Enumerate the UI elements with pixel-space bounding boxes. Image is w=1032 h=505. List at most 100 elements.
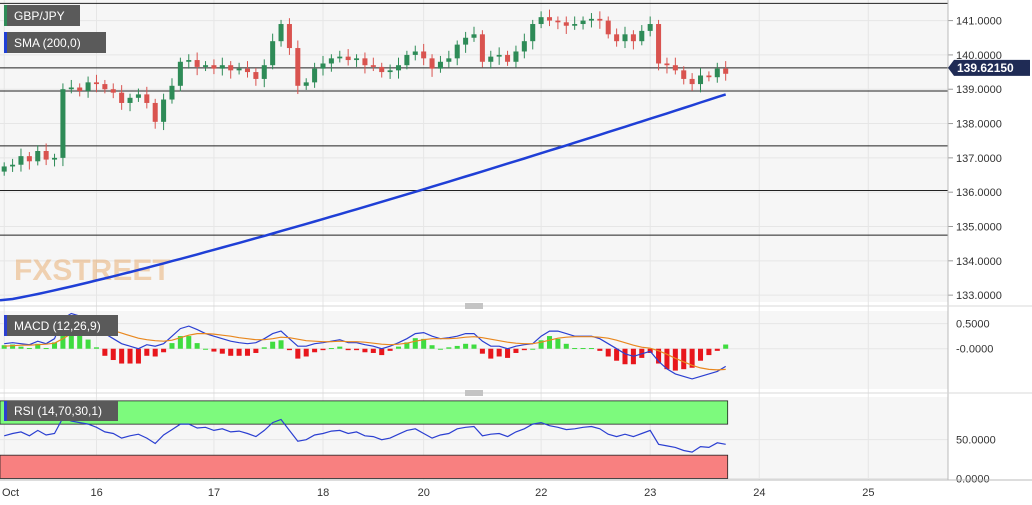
macd-series-line-0 <box>4 312 727 380</box>
macd-histogram-bar-42 <box>354 348 360 351</box>
macd-histogram-bar-11 <box>93 347 99 349</box>
macd-histogram-bar-51 <box>429 345 435 349</box>
macd-histogram-bar-70 <box>588 348 594 350</box>
candle-body-44 <box>370 65 376 67</box>
resize-handle-macd[interactable] <box>465 303 483 309</box>
macd-histogram-bar-73 <box>614 348 620 361</box>
x-tick-label-1: 16 <box>90 487 102 499</box>
candle-body-66 <box>555 20 561 23</box>
candle-body-30 <box>253 72 259 79</box>
macd-histogram-bar-5 <box>43 348 49 350</box>
macd-panel-bg <box>0 311 948 389</box>
candle-body-18 <box>152 102 158 122</box>
levels-layer <box>0 2 948 236</box>
rsi-overbought-zone <box>0 400 729 425</box>
macd-histogram-bar-1 <box>10 344 16 349</box>
price-panel-bg <box>0 0 948 302</box>
macd-histogram-bar-26 <box>219 348 225 354</box>
candle-body-72 <box>605 20 611 35</box>
rsi-label-marker <box>4 401 7 421</box>
rsi-layer <box>4 417 726 453</box>
candle-body-58 <box>488 56 494 62</box>
candle-body-85 <box>714 68 720 78</box>
candle-body-68 <box>572 24 578 26</box>
symbol-label: GBP/JPY <box>14 9 65 23</box>
candle-body-22 <box>186 60 192 62</box>
price-ytick-label-8: 133.0000 <box>956 290 1002 302</box>
candle-body-2 <box>18 156 24 165</box>
candle-body-49 <box>412 51 418 55</box>
candle-body-61 <box>513 51 519 62</box>
sma-layer <box>0 93 727 302</box>
candle-body-9 <box>77 87 83 91</box>
rsi-label-bg <box>4 401 118 421</box>
macd-histogram-bar-36 <box>303 348 309 357</box>
candle-body-40 <box>337 56 343 59</box>
macd-histogram-bar-63 <box>530 348 536 350</box>
macd-histogram-bar-30 <box>253 348 259 353</box>
resize-handle-rsi[interactable] <box>465 390 483 396</box>
symbol-label-bg <box>4 5 80 26</box>
macd-histogram-bar-84 <box>706 348 712 356</box>
rsi-ytick-label-1: 0.0000 <box>956 473 990 485</box>
candle-body-47 <box>395 65 402 71</box>
macd-histogram-bar-54 <box>454 345 460 349</box>
candle-body-24 <box>203 65 209 67</box>
candle-body-29 <box>244 68 251 73</box>
candle-body-86 <box>723 68 729 74</box>
candle-body-13 <box>110 89 116 93</box>
macd-histogram-bar-46 <box>387 348 393 351</box>
candle-body-50 <box>421 51 427 59</box>
rsi-oversold-zone <box>0 454 729 479</box>
x-tick-label-4: 20 <box>418 487 430 499</box>
x-tick-label-5: 22 <box>535 487 547 499</box>
macd-histogram-bar-55 <box>463 343 469 349</box>
macd-histogram-bar-62 <box>521 348 527 351</box>
macd-histogram-bar-38 <box>320 348 326 351</box>
macd-histogram-bar-81 <box>681 348 687 370</box>
macd-histogram-bar-13 <box>110 348 116 361</box>
candle-body-52 <box>437 61 443 69</box>
macd-histogram-bar-10 <box>85 339 91 349</box>
macd-histogram-bar-9 <box>77 329 83 349</box>
macd-histogram-bar-39 <box>328 348 334 350</box>
macd-histogram-bar-28 <box>236 348 242 356</box>
macd-label: MACD (12,26,9) <box>14 319 101 333</box>
macd-histogram-bar-60 <box>505 348 511 358</box>
grid-layer <box>0 0 948 480</box>
x-tick-label-6: 23 <box>644 487 656 499</box>
price-ytick-label-7: 134.0000 <box>956 256 1002 268</box>
sma-label-bg <box>4 32 106 53</box>
candle-body-56 <box>471 34 477 38</box>
x-axis-layer: Oct 16 17 18 20 22 23 24 25 <box>0 479 1032 499</box>
candle-body-35 <box>295 48 301 86</box>
candle-body-37 <box>312 68 318 83</box>
candle-body-32 <box>270 41 276 66</box>
sma-label-marker <box>4 32 7 53</box>
candle-body-14 <box>119 92 125 103</box>
macd-histogram-bar-72 <box>605 348 611 357</box>
candle-body-78 <box>656 24 662 64</box>
macd-histogram-bar-52 <box>437 348 443 350</box>
candle-body-70 <box>588 18 594 21</box>
macd-histogram-bar-45 <box>379 348 385 356</box>
candle-body-83 <box>697 75 704 85</box>
macd-histogram-bar-66 <box>555 338 561 349</box>
candle-body-38 <box>320 63 326 69</box>
macd-histogram-bar-58 <box>488 348 494 359</box>
macd-histogram-bar-68 <box>572 348 578 350</box>
candle-body-77 <box>647 24 653 31</box>
candle-body-7 <box>60 89 66 158</box>
macd-label-marker <box>4 315 7 336</box>
candle-body-84 <box>706 75 712 78</box>
candle-body-71 <box>597 18 603 21</box>
candle-body-76 <box>639 30 645 42</box>
symbol-label-marker <box>4 5 7 26</box>
price-ytick-label-2: 139.0000 <box>956 84 1002 96</box>
candle-body-59 <box>496 54 502 57</box>
macd-histogram-bar-24 <box>203 348 209 350</box>
candle-body-6 <box>52 157 58 160</box>
macd-histogram-bar-21 <box>177 336 183 349</box>
candle-body-51 <box>429 58 435 69</box>
